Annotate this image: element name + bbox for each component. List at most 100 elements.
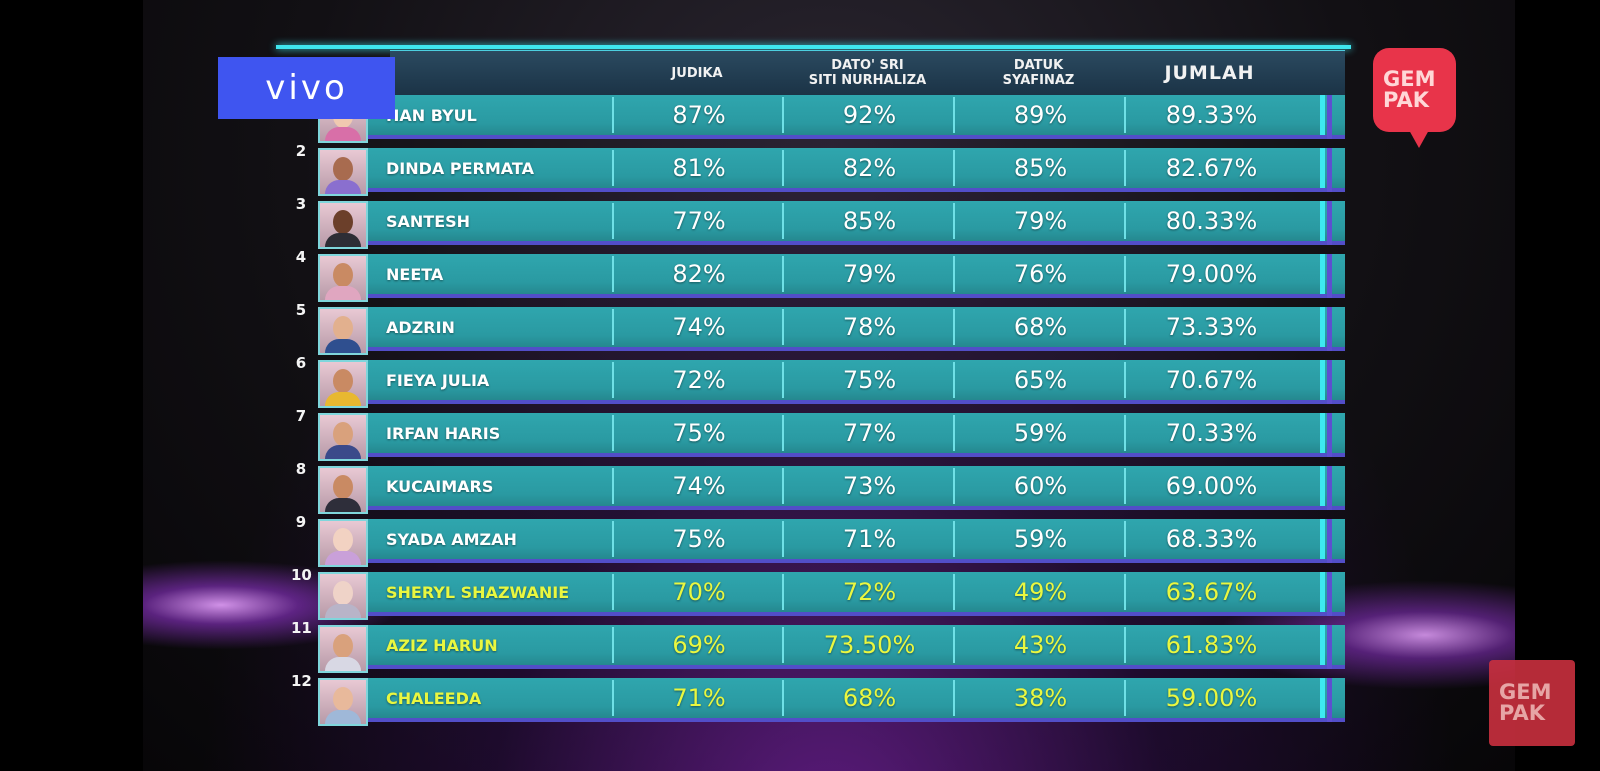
header-judge3-line2: SYAFINAZ (1002, 73, 1075, 88)
score-total: 69.00% (1165, 472, 1258, 500)
row-endcap (1320, 148, 1325, 188)
row-endcap (1320, 466, 1325, 506)
score-judge3: 89% (1013, 101, 1068, 129)
row-endcap (1320, 95, 1325, 135)
score-total: 70.67% (1165, 366, 1258, 394)
score-judge2: 72% (842, 578, 897, 606)
header-total: JUMLAH (1124, 51, 1295, 95)
contestant-name: IRFAN HARIS (386, 423, 501, 443)
gempak-logo-bottom: GEM PAK (1489, 660, 1575, 746)
score-judge3: 68% (1013, 313, 1068, 341)
row-endcap (1320, 678, 1325, 718)
contestant-name: AZIZ HARUN (386, 635, 498, 655)
contestant-avatar (318, 148, 368, 196)
contestant-avatar (318, 360, 368, 408)
contestant-row: HAN BYUL 87% 92% 89% 89.33% (318, 95, 1345, 143)
rank-number: 2 (295, 142, 307, 160)
score-judge1: 74% (672, 472, 726, 500)
score-bar: ADZRIN 74% 78% 68% 73.33% (368, 307, 1345, 351)
score-judge2: 73% (842, 472, 897, 500)
rank-number: 10 (291, 566, 312, 584)
row-endcap-outer (1327, 254, 1332, 298)
gempak-logo-top-line1: GEM (1383, 67, 1436, 91)
rank-number: 9 (295, 513, 307, 531)
score-bar: HAN BYUL 87% 92% 89% 89.33% (368, 95, 1345, 139)
contestant-name: ADZRIN (386, 317, 455, 337)
row-endcap (1320, 307, 1325, 347)
contestant-avatar (318, 625, 368, 673)
score-judge1: 75% (672, 419, 726, 447)
score-judge2: 77% (842, 419, 897, 447)
row-endcap (1320, 201, 1325, 241)
header-judge2-line1: DATO' SRI (831, 58, 904, 73)
row-endcap-outer (1327, 413, 1332, 457)
row-endcap-outer (1327, 519, 1332, 563)
header-judge2-line2: SITI NURHALIZA (808, 73, 927, 88)
rank-number: 7 (295, 407, 307, 425)
rank-number: 8 (295, 460, 307, 478)
score-judge1: 87% (672, 101, 726, 129)
score-total: 59.00% (1165, 684, 1258, 712)
score-bar: FIEYA JULIA 72% 75% 65% 70.67% (368, 360, 1345, 404)
row-endcap-outer (1327, 572, 1332, 616)
vivo-logo: vivo (218, 57, 395, 119)
contestant-avatar (318, 254, 368, 302)
contestant-name: HAN BYUL (386, 105, 477, 125)
score-total: 70.33% (1165, 419, 1258, 447)
score-judge2: 78% (842, 313, 897, 341)
score-judge3: 60% (1013, 472, 1068, 500)
row-endcap-outer (1327, 360, 1332, 404)
score-judge1: 77% (672, 207, 726, 235)
contestant-name: DINDA PERMATA (386, 158, 534, 178)
score-judge1: 69% (672, 631, 726, 659)
row-endcap (1320, 625, 1325, 665)
score-judge2: 92% (842, 101, 897, 129)
score-total: 73.33% (1165, 313, 1258, 341)
score-judge3: 43% (1013, 631, 1068, 659)
rank-number: 6 (295, 354, 307, 372)
score-bar: SYADA AMZAH 75% 71% 59% 68.33% (368, 519, 1345, 563)
score-judge1: 75% (672, 525, 726, 553)
row-endcap (1320, 360, 1325, 400)
gempak-logo-top: GEM PAK (1373, 48, 1456, 148)
row-endcap-outer (1327, 466, 1332, 510)
contestant-name: CHALEEDA (386, 688, 482, 708)
contestant-name: SHERYL SHAZWANIE (386, 582, 570, 602)
score-total: 61.83% (1165, 631, 1258, 659)
contestant-avatar (318, 307, 368, 355)
rank-number: 3 (295, 195, 307, 213)
header-judge2: DATO' SRI SITI NURHALIZA (782, 51, 953, 95)
contestant-row: 8 KUCAIMARS 74% 73% 60% 69.00% (296, 460, 1345, 514)
score-table-header: JUDIKA DATO' SRI SITI NURHALIZA DATUK SY… (390, 50, 1345, 95)
contestant-row: 6 FIEYA JULIA 72% 75% 65% 70.67% (296, 354, 1345, 408)
contestant-row: 12 CHALEEDA 71% 68% 38% 59.00% (291, 672, 1345, 726)
score-judge3: 85% (1013, 154, 1068, 182)
score-judge2: 73.50% (823, 631, 916, 659)
header-judge3-line1: DATUK (1013, 58, 1064, 73)
contestant-row: 7 IRFAN HARIS 75% 77% 59% 70.33% (296, 407, 1345, 461)
score-total: 82.67% (1165, 154, 1258, 182)
contestant-row: 11 AZIZ HARUN 69% 73.50% 43% 61.83% (291, 619, 1345, 673)
score-judge3: 79% (1013, 207, 1068, 235)
contestant-name: FIEYA JULIA (386, 370, 490, 390)
rank-number: 11 (291, 619, 312, 637)
contestant-row: 5 ADZRIN 74% 78% 68% 73.33% (296, 301, 1345, 355)
score-judge3: 59% (1013, 525, 1068, 553)
header-judge1-line1: JUDIKA (671, 65, 723, 81)
score-total: 79.00% (1165, 260, 1258, 288)
score-bar: KUCAIMARS 74% 73% 60% 69.00% (368, 466, 1345, 510)
contestant-row: 9 SYADA AMZAH 75% 71% 59% 68.33% (296, 513, 1345, 567)
contestant-avatar (318, 201, 368, 249)
row-endcap-outer (1327, 678, 1332, 722)
contestant-name: NEETA (386, 264, 444, 284)
score-judge1: 70% (672, 578, 726, 606)
gempak-logo-bottom-line1: GEM (1499, 680, 1552, 704)
contestant-row: 2 DINDA PERMATA 81% 82% 85% 82.67% (296, 142, 1345, 196)
score-judge3: 65% (1013, 366, 1068, 394)
score-total: 63.67% (1165, 578, 1258, 606)
score-judge3: 38% (1013, 684, 1068, 712)
contestant-avatar (318, 519, 368, 567)
row-endcap-outer (1327, 625, 1332, 669)
contestant-name: SANTESH (386, 211, 471, 231)
score-judge1: 81% (672, 154, 726, 182)
